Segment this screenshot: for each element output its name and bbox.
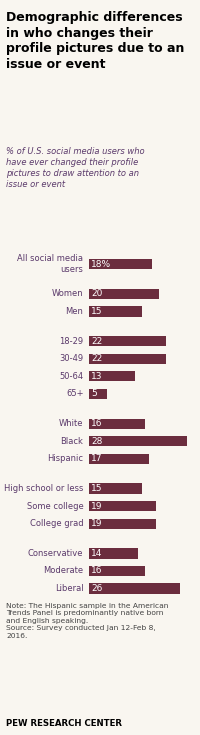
Text: 15: 15	[91, 307, 103, 316]
Text: 18-29: 18-29	[59, 337, 83, 345]
Bar	[89, 259, 152, 269]
Text: College grad: College grad	[30, 519, 83, 528]
Bar	[89, 389, 106, 399]
Text: Some college: Some college	[27, 501, 83, 511]
Bar	[89, 436, 187, 446]
Text: PEW RESEARCH CENTER: PEW RESEARCH CENTER	[6, 719, 122, 728]
Text: Moderate: Moderate	[43, 567, 83, 576]
Bar	[89, 501, 156, 511]
Text: Note: The Hispanic sample in the American
Trends Panel is predominantly native b: Note: The Hispanic sample in the America…	[6, 603, 168, 639]
Bar	[89, 306, 142, 317]
Text: 20: 20	[91, 290, 102, 298]
Bar	[89, 336, 166, 346]
Bar	[89, 371, 134, 381]
Text: 22: 22	[91, 337, 102, 345]
Text: Black: Black	[61, 437, 83, 445]
Text: 30-49: 30-49	[59, 354, 83, 363]
Text: Hispanic: Hispanic	[47, 454, 83, 463]
Text: 16: 16	[91, 419, 103, 429]
Bar	[89, 566, 145, 576]
Text: Demographic differences
in who changes their
profile pictures due to an
issue or: Demographic differences in who changes t…	[6, 11, 184, 71]
Text: 5: 5	[91, 390, 97, 398]
Text: 14: 14	[91, 549, 102, 558]
Text: High school or less: High school or less	[4, 484, 83, 493]
Text: 22: 22	[91, 354, 102, 363]
Bar	[89, 584, 180, 594]
Bar	[89, 354, 166, 364]
Bar	[89, 289, 159, 299]
Text: 13: 13	[91, 372, 103, 381]
Text: Women: Women	[52, 290, 83, 298]
Text: 19: 19	[91, 519, 103, 528]
Text: 28: 28	[91, 437, 102, 445]
Text: Men: Men	[66, 307, 83, 316]
Bar	[89, 548, 138, 559]
Bar	[89, 419, 145, 429]
Text: 18%: 18%	[91, 259, 111, 268]
Bar	[89, 518, 156, 528]
Text: All social media
users: All social media users	[17, 254, 83, 274]
Text: 17: 17	[91, 454, 103, 463]
Text: 65+: 65+	[66, 390, 83, 398]
Bar	[89, 484, 142, 494]
Bar	[89, 453, 148, 464]
Text: % of U.S. social media users who
have ever changed their profile
pictures to dra: % of U.S. social media users who have ev…	[6, 147, 145, 190]
Text: White: White	[59, 419, 83, 429]
Text: 50-64: 50-64	[59, 372, 83, 381]
Text: 16: 16	[91, 567, 103, 576]
Text: 26: 26	[91, 584, 102, 593]
Text: Liberal: Liberal	[55, 584, 83, 593]
Text: 19: 19	[91, 501, 103, 511]
Text: 15: 15	[91, 484, 103, 493]
Text: Conservative: Conservative	[28, 549, 83, 558]
